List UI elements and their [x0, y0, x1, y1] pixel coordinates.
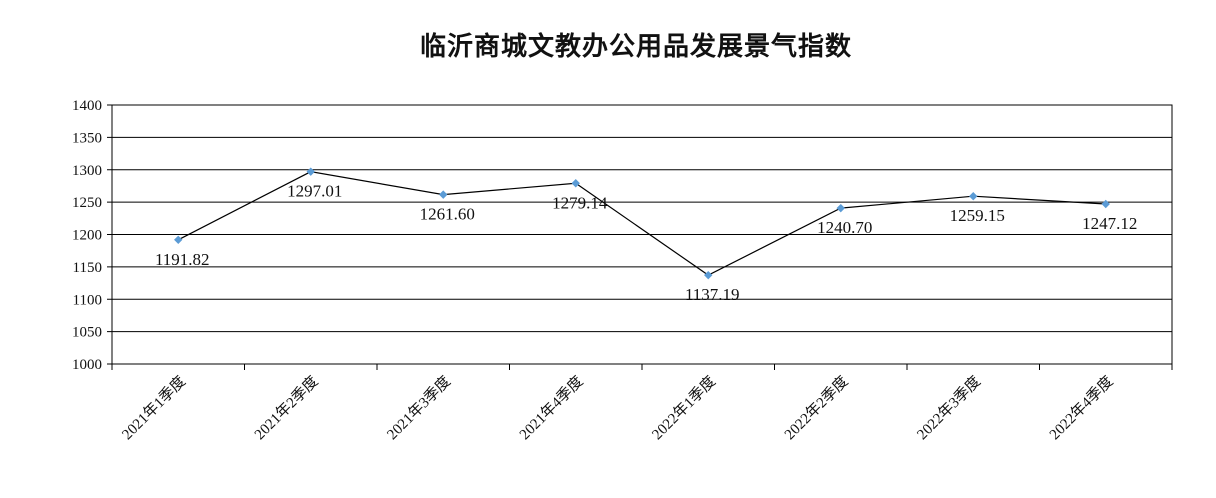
data-point	[174, 235, 183, 245]
y-tick-label: 1200	[72, 228, 102, 244]
data-point	[969, 191, 978, 201]
x-tick-label: 2022年3季度	[914, 373, 984, 443]
data-point	[306, 167, 315, 176]
y-tick-label: 1150	[73, 260, 102, 276]
series-line-path	[177, 171, 1106, 276]
y-tick-label: 1100	[73, 292, 102, 308]
x-tick-label: 2022年4季度	[1046, 373, 1116, 443]
y-tick-labels: 1000 1050 1100 1150 1200 1250 1300 1350 1400	[72, 98, 102, 373]
y-tick-label: 1400	[72, 98, 102, 114]
data-label: 1191.82	[155, 250, 210, 269]
x-tick-label: 2021年1季度	[119, 373, 189, 443]
x-tick-labels: 2021年1季度 2021年2季度 2021年3季度 2021年4季度 2022年1季度…	[119, 373, 1117, 443]
data-label: 1259.15	[950, 206, 1005, 225]
y-tick-label: 1300	[72, 163, 102, 179]
data-label: 1297.01	[287, 182, 342, 201]
data-point	[704, 270, 713, 280]
y-tick-label: 1050	[72, 325, 102, 341]
series-line	[177, 171, 1106, 276]
data-label: 1261.60	[420, 205, 475, 224]
y-tick-label: 1000	[72, 357, 102, 373]
chart-title: 临沂商城文教办公用品发展景气指数	[419, 32, 852, 62]
axes	[107, 104, 1173, 370]
data-label: 1247.12	[1082, 214, 1137, 233]
data-point	[571, 179, 580, 188]
data-point	[439, 190, 448, 199]
x-tick-label: 2022年2季度	[781, 373, 851, 443]
data-label: 1240.70	[817, 218, 872, 237]
data-point	[1101, 199, 1110, 209]
data-labels: 1191.82 1297.01 1261.60 1279.14 1137.19 1240.…	[155, 182, 1137, 304]
series-markers	[174, 167, 1110, 280]
data-label: 1279.14	[552, 193, 608, 212]
gridlines	[112, 104, 1172, 365]
x-tick-label: 2021年2季度	[251, 373, 321, 443]
y-tick-label: 1350	[72, 130, 102, 146]
x-tick-label: 2022年1季度	[649, 373, 719, 443]
data-point	[836, 203, 845, 213]
data-label: 1137.19	[685, 285, 740, 304]
x-tick-label: 2021年3季度	[384, 373, 454, 443]
y-tick-label: 1250	[72, 195, 102, 211]
x-tick-label: 2021年4季度	[516, 373, 586, 443]
